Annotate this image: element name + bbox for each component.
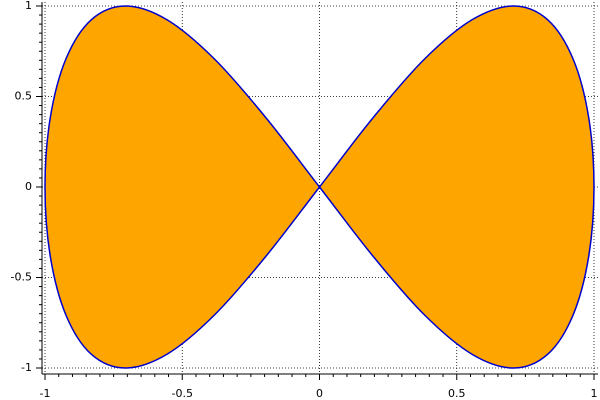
area-curve (44, 5, 595, 369)
y-tick-label: 0.5 (15, 90, 33, 103)
y-tick-label: -1 (21, 361, 32, 374)
x-tick-label: -0.5 (172, 387, 193, 400)
x-tick-label: 0 (316, 387, 323, 400)
x-tick-label: 0.5 (448, 387, 466, 400)
y-tick-label: 0 (25, 180, 32, 193)
x-tick-label: -1 (40, 387, 51, 400)
x-tick-label: 1 (591, 387, 598, 400)
y-tick-label: 1 (25, 0, 32, 12)
y-tick-label: -0.5 (11, 271, 32, 284)
